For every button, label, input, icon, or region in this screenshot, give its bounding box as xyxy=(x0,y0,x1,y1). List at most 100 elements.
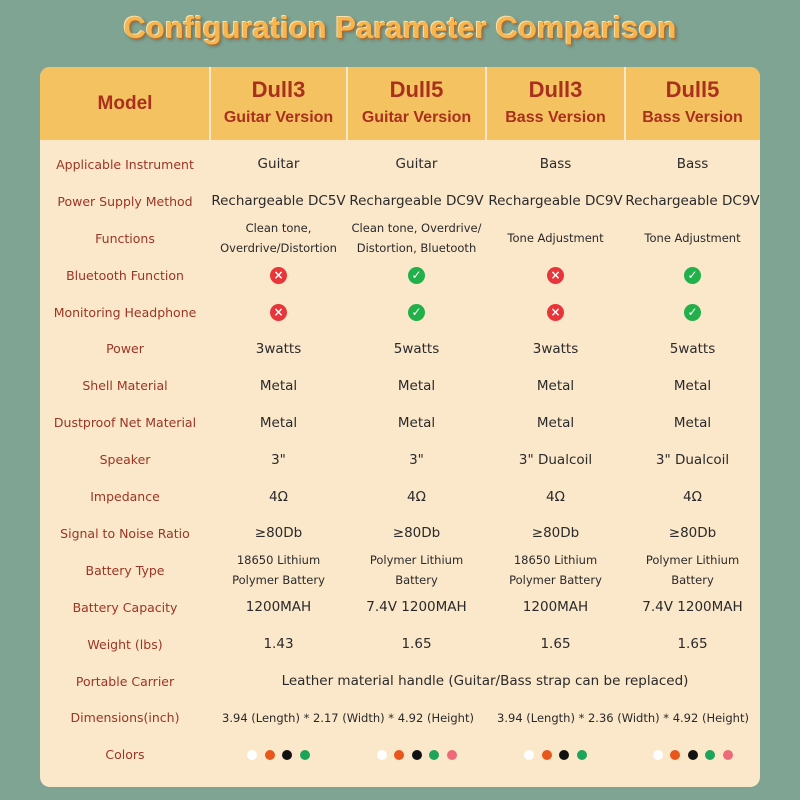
color-dot xyxy=(722,749,733,760)
cell-value: Bass xyxy=(539,156,572,173)
row-label: Monitoring Headphone xyxy=(53,304,197,320)
cell-value: Metal xyxy=(397,414,436,431)
cell-value: Guitar xyxy=(257,156,300,173)
cell-value: 7.4V 1200MAH xyxy=(642,599,743,616)
color-dot xyxy=(705,749,715,760)
color-dot xyxy=(376,749,387,760)
cell-value: Guitar xyxy=(395,156,438,173)
check-icon: ✓ xyxy=(408,303,425,321)
row-label: Signal to Noise Ratio xyxy=(60,525,190,541)
cell-value: 7.4V 1200MAH xyxy=(366,599,467,616)
cell-value: 3.94 (Length) * 2.17 (Width) * 4.92 (Hei… xyxy=(222,710,474,725)
row-label: Bluetooth Function xyxy=(66,267,184,283)
cell-value: 1.65 xyxy=(401,636,432,653)
title: Configuration Parameter Comparison xyxy=(123,10,677,45)
cell-value: ≥80Db xyxy=(392,525,441,542)
column-separator xyxy=(624,67,626,140)
cell-value: 1200MAH xyxy=(245,599,312,616)
column-separator xyxy=(209,67,211,140)
cell-value: ≥80Db xyxy=(531,525,580,542)
color-dot xyxy=(541,749,552,760)
product-name: Dull3 xyxy=(251,77,306,102)
cell-value: Metal xyxy=(397,377,436,394)
row-label: Functions xyxy=(95,230,155,246)
column-separator xyxy=(485,67,487,140)
color-dot xyxy=(559,749,570,760)
cell-value: Tone Adjustment xyxy=(644,231,741,246)
cross-icon: × xyxy=(547,266,564,284)
cell-value: 4Ω xyxy=(683,488,702,505)
check-icon: ✓ xyxy=(684,303,701,321)
product-name: Dull5 xyxy=(665,77,720,102)
color-dot xyxy=(429,749,439,760)
cell-value: 3.94 (Length) * 2.36 (Width) * 4.92 (Hei… xyxy=(497,710,749,725)
row-label: Power Supply Method xyxy=(57,193,193,209)
row-label: Battery Type xyxy=(85,562,165,578)
product-version: Guitar Version xyxy=(223,109,334,126)
cell-value: 3" xyxy=(409,451,424,468)
cell-value: 3" Dualcoil xyxy=(655,451,730,468)
cell-value: 5watts xyxy=(393,340,440,357)
row-label: Dustproof Net Material xyxy=(53,415,197,431)
row-label: Applicable Instrument xyxy=(56,156,194,172)
color-dot xyxy=(411,749,422,760)
cell-value: 4Ω xyxy=(269,488,288,505)
row-label: Colors xyxy=(105,747,145,763)
product-version: Bass Version xyxy=(642,109,743,126)
color-dot xyxy=(576,749,587,760)
cell-value: Clean tone, Overdrive/Distortion xyxy=(220,221,337,256)
cell-value: 18650 Lithium Polymer Battery xyxy=(232,553,325,588)
cell-value: Polymer Lithium Battery xyxy=(369,553,464,588)
color-dot xyxy=(247,749,258,760)
cell-value: 4Ω xyxy=(546,488,565,505)
cell-value: Metal xyxy=(536,377,575,394)
cell-value: 18650 Lithium Polymer Battery xyxy=(509,553,602,588)
color-dot xyxy=(652,749,663,760)
cell-value: Rechargeable DC9V xyxy=(488,193,623,210)
cross-icon: × xyxy=(547,303,564,321)
cell-value: Clean tone, Overdrive/ Distortion, Bluet… xyxy=(351,221,482,256)
table-header: Model Dull3 Guitar Version Dull5 Guitar Vers… xyxy=(40,67,760,140)
row-label: Battery Capacity xyxy=(72,599,178,615)
cell-value: Rechargeable DC5V xyxy=(211,193,346,210)
cell-value: ≥80Db xyxy=(668,525,717,542)
cell-value: Metal xyxy=(259,414,298,431)
color-dot xyxy=(687,749,698,760)
row-label: Dimensions(inch) xyxy=(70,710,180,726)
check-icon: ✓ xyxy=(408,266,425,284)
cell-value: 1200MAH xyxy=(522,599,589,616)
cell-value: 5watts xyxy=(669,340,716,357)
color-dot xyxy=(670,749,680,760)
color-dot xyxy=(446,749,457,760)
cell-value: 3watts xyxy=(255,340,302,357)
product-name: Dull3 xyxy=(528,77,583,102)
cross-icon: × xyxy=(270,266,287,284)
row-label: Power xyxy=(106,341,144,357)
cell-value: ≥80Db xyxy=(254,525,303,542)
cell-value: 4Ω xyxy=(407,488,426,505)
column-separator xyxy=(346,67,348,140)
cross-icon: × xyxy=(270,303,287,321)
color-dot xyxy=(524,749,535,760)
cell-value: Rechargeable DC9V xyxy=(349,193,484,210)
cell-value: Metal xyxy=(259,377,298,394)
cell-value: Tone Adjustment xyxy=(507,231,604,246)
row-label: Weight (lbs) xyxy=(87,636,163,652)
comparison-table: Model Dull3 Guitar Version Dull5 Guitar Vers… xyxy=(40,67,760,787)
cell-value: Rechargeable DC9V xyxy=(625,193,760,210)
row-label: Shell Material xyxy=(82,378,168,394)
cell-value: Metal xyxy=(673,377,712,394)
cell-value: 1.65 xyxy=(677,636,708,653)
row-label: Impedance xyxy=(90,489,160,505)
product-version: Guitar Version xyxy=(361,109,472,126)
color-dot xyxy=(299,749,310,760)
cell-value: 3" Dualcoil xyxy=(518,451,593,468)
cell-value: Metal xyxy=(536,414,575,431)
cell-value: Leather material handle (Guitar/Bass str… xyxy=(281,673,689,690)
color-dot xyxy=(264,749,275,760)
cell-value: Bass xyxy=(676,156,709,173)
cell-value: Metal xyxy=(673,414,712,431)
color-dot xyxy=(394,749,404,760)
cell-value: 3watts xyxy=(532,340,579,357)
